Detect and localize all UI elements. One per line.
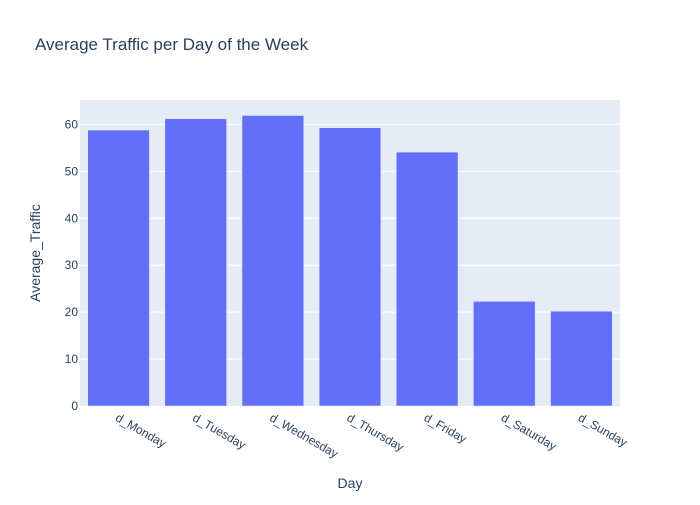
y-axis-label: Average_Traffic — [27, 204, 43, 302]
x-axis-ticks: d_Monday d_Tuesday d_Wednesday d_Thursday d_… — [113, 410, 630, 460]
x-tick-label: d_Saturday — [499, 410, 559, 453]
bar-d_Saturday — [473, 301, 536, 407]
x-tick-label: d_Monday — [113, 410, 169, 450]
bar-d_Wednesday — [241, 115, 304, 407]
x-tick-label: d_Thursday — [345, 410, 407, 454]
x-tick-label: d_Tuesday — [190, 410, 248, 452]
y-tick-label: 0 — [71, 399, 78, 413]
y-tick-label: 50 — [65, 164, 79, 178]
x-axis-label: Day — [338, 475, 363, 491]
bar-d_Tuesday — [164, 118, 227, 407]
x-tick-label: d_Wednesday — [267, 410, 340, 460]
chart-title: Average Traffic per Day of the Week — [35, 35, 309, 54]
y-tick-label: 20 — [65, 305, 79, 319]
y-tick-label: 40 — [65, 211, 79, 225]
bar-d_Thursday — [318, 127, 382, 407]
y-tick-label: 60 — [65, 117, 79, 131]
y-axis-ticks: 0 10 20 30 40 50 60 — [65, 117, 79, 413]
x-tick-label: d_Sunday — [576, 410, 630, 449]
bar-d_Monday — [87, 129, 150, 407]
x-tick-label: d_Friday — [422, 410, 469, 445]
y-tick-label: 10 — [65, 352, 79, 366]
bars — [87, 115, 613, 407]
bar-d_Friday — [396, 151, 459, 407]
bar-d_Sunday — [550, 310, 613, 407]
y-tick-label: 30 — [65, 258, 79, 272]
